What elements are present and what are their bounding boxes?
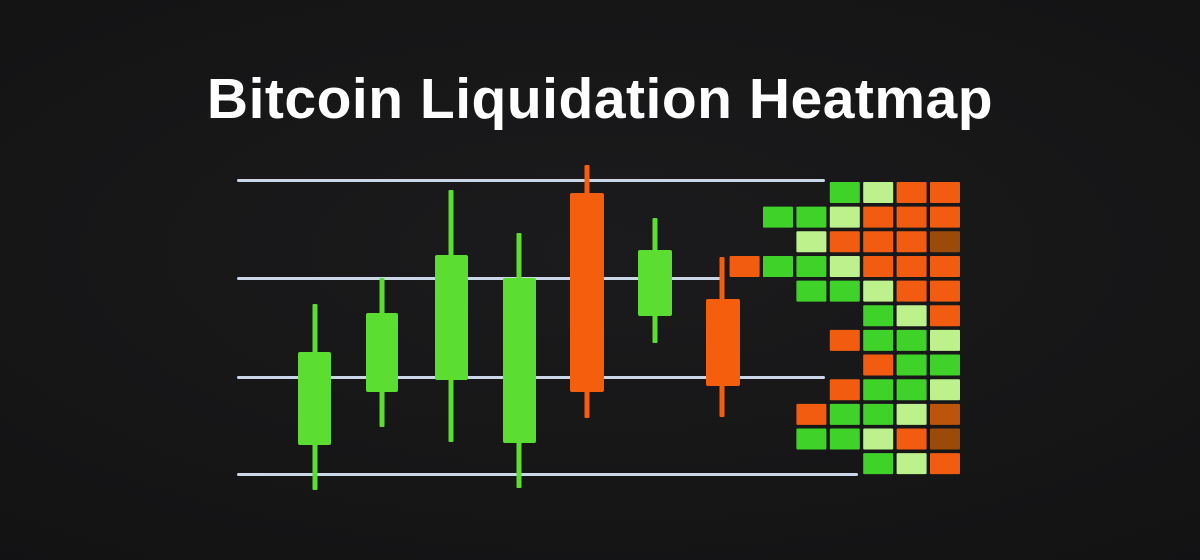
heatmap-cell: [796, 280, 827, 302]
heatmap-cell: [796, 206, 827, 228]
heatmap-cell: [863, 182, 894, 203]
heatmap-cell: [863, 453, 894, 475]
heatmap-cell: [863, 354, 894, 376]
heatmap-cell: [930, 206, 960, 228]
heatmap-cell: [930, 255, 960, 277]
heatmap-cell: [863, 280, 894, 302]
heatmap-cell: [729, 255, 760, 277]
heatmap-cell: [896, 182, 927, 203]
candle-body: [298, 352, 331, 445]
heatmap-cell: [863, 403, 894, 425]
heatmap-cell: [930, 231, 960, 253]
heatmap-cell: [896, 428, 927, 450]
candle-body: [570, 193, 604, 392]
heatmap-cell: [930, 280, 960, 302]
heatmap-cell: [896, 305, 927, 327]
heatmap-cell: [863, 379, 894, 401]
heatmap-cell: [829, 231, 860, 253]
heatmap-cell: [896, 231, 927, 253]
heatmap-cell: [896, 206, 927, 228]
heatmap-cell: [930, 453, 960, 475]
heatmap-cell: [829, 403, 860, 425]
heatmap-cell: [829, 280, 860, 302]
heatmap-cell: [829, 428, 860, 450]
heatmap-cell: [896, 403, 927, 425]
heatmap-cell: [763, 206, 793, 228]
heatmap-cell: [896, 379, 927, 401]
heatmap-cell: [763, 255, 793, 277]
heatmap-cell: [930, 403, 960, 425]
heatmap-cell: [896, 329, 927, 351]
heatmap-cell: [796, 255, 827, 277]
heatmap-cell: [896, 453, 927, 475]
candle-body: [366, 313, 398, 392]
heatmap-cell: [930, 305, 960, 327]
candle-body: [706, 299, 740, 386]
candle-body: [435, 255, 468, 380]
heatmap-cell: [863, 329, 894, 351]
heatmap-cell: [930, 329, 960, 351]
heatmap-cell: [930, 379, 960, 401]
heatmap-cell: [829, 329, 860, 351]
heatmap-cell: [896, 280, 927, 302]
candle-body: [503, 278, 536, 443]
heatmap-cell: [863, 231, 894, 253]
heatmap-cell: [930, 182, 960, 203]
heatmap-cell: [829, 206, 860, 228]
gridline: [237, 473, 858, 476]
heatmap-cell: [829, 182, 860, 203]
page-title: Bitcoin Liquidation Heatmap: [206, 67, 994, 131]
heatmap-cell: [829, 255, 860, 277]
heatmap-cell: [896, 255, 927, 277]
gridline: [237, 179, 825, 182]
candle-body: [638, 250, 672, 316]
heatmap-cell: [863, 428, 894, 450]
heatmap-cell: [930, 428, 960, 450]
heatmap-cell: [829, 379, 860, 401]
heatmap-cell: [796, 231, 827, 253]
heatmap-cell: [863, 255, 894, 277]
heatmap-cell: [796, 403, 827, 425]
heatmap-cell: [896, 354, 927, 376]
heatmap-cell: [863, 305, 894, 327]
heatmap-cell: [863, 206, 894, 228]
heatmap-cell: [930, 354, 960, 376]
heatmap-cell: [796, 428, 827, 450]
